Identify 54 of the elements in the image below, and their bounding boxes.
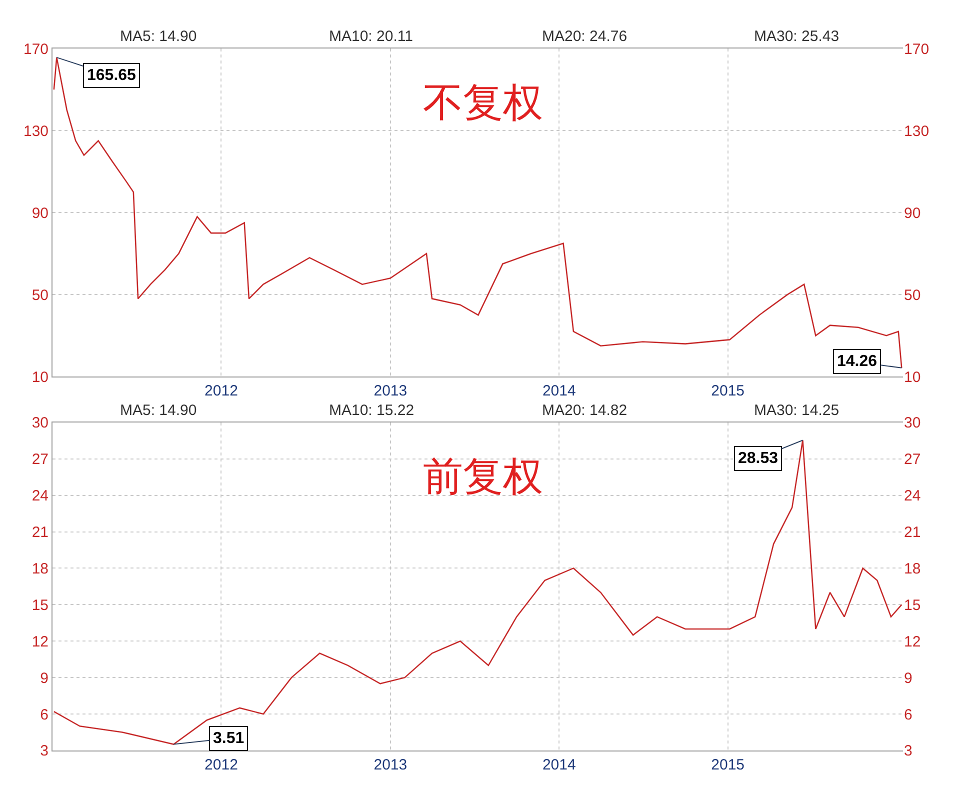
y-tick-label: 6 <box>40 706 49 724</box>
text: MA10: 15.22 <box>329 402 414 419</box>
text: MA5: 14.90 <box>120 402 197 419</box>
y-tick-label: 15 <box>32 596 49 614</box>
y2-tick-label: 170 <box>904 40 930 58</box>
y2-tick-label: 50 <box>904 286 921 304</box>
y-tick-label: 130 <box>23 122 49 140</box>
y2-tick-label: 10 <box>904 368 921 386</box>
text: MA10: 20.11 <box>329 28 413 45</box>
y2-tick-label: 18 <box>904 560 921 578</box>
y2-tick-label: 130 <box>904 122 930 140</box>
y2-tick-label: 27 <box>904 451 921 468</box>
x-tick-label: 2012 <box>204 382 238 400</box>
y-tick-label: 170 <box>23 40 49 58</box>
x-tick-label: 2013 <box>374 756 408 774</box>
text: 前复权 <box>423 455 543 499</box>
annotation: 3.51 <box>213 730 244 747</box>
annotation: 28.53 <box>738 450 778 467</box>
y-tick-label: 30 <box>32 414 49 432</box>
y2-tick-label: 90 <box>904 204 921 222</box>
x-tick-label: 2014 <box>542 382 576 400</box>
text: 不复权 <box>423 81 543 125</box>
y-tick-label: 10 <box>32 368 49 386</box>
y-tick-label: 9 <box>40 670 49 687</box>
y-tick-label: 21 <box>32 524 49 541</box>
y2-tick-label: 24 <box>904 488 921 505</box>
line-series <box>53 440 902 745</box>
y2-tick-label: 12 <box>904 633 921 650</box>
y2-tick-label: 21 <box>904 524 921 541</box>
x-tick-label: 2015 <box>711 382 745 400</box>
y-tick-label: 50 <box>32 286 49 304</box>
y2-tick-label: 15 <box>904 596 921 614</box>
y2-tick-label: 30 <box>904 414 921 432</box>
text: MA5: 14.90 <box>120 28 197 45</box>
line-series <box>53 56 902 369</box>
x-tick-label: 2013 <box>374 382 408 400</box>
annotation: 165.65 <box>87 67 136 84</box>
y2-tick-label: 3 <box>904 742 912 760</box>
text: MA30: 25.43 <box>754 28 840 45</box>
text: MA30: 14.25 <box>754 402 840 419</box>
x-tick-label: 2012 <box>204 756 238 774</box>
y-tick-label: 12 <box>32 633 49 650</box>
x-tick-label: 2015 <box>711 756 745 774</box>
y-tick-label: 27 <box>32 451 49 468</box>
y-tick-label: 3 <box>40 742 49 760</box>
y-tick-label: 18 <box>32 560 49 578</box>
x-tick-label: 2014 <box>542 756 576 774</box>
y2-tick-label: 9 <box>904 670 912 687</box>
annotation: 14.26 <box>837 353 878 370</box>
text: MA20: 14.82 <box>542 402 628 419</box>
text: MA20: 24.76 <box>542 28 628 45</box>
y-tick-label: 24 <box>32 488 49 505</box>
y-tick-label: 90 <box>32 204 49 222</box>
y2-tick-label: 6 <box>904 706 912 724</box>
